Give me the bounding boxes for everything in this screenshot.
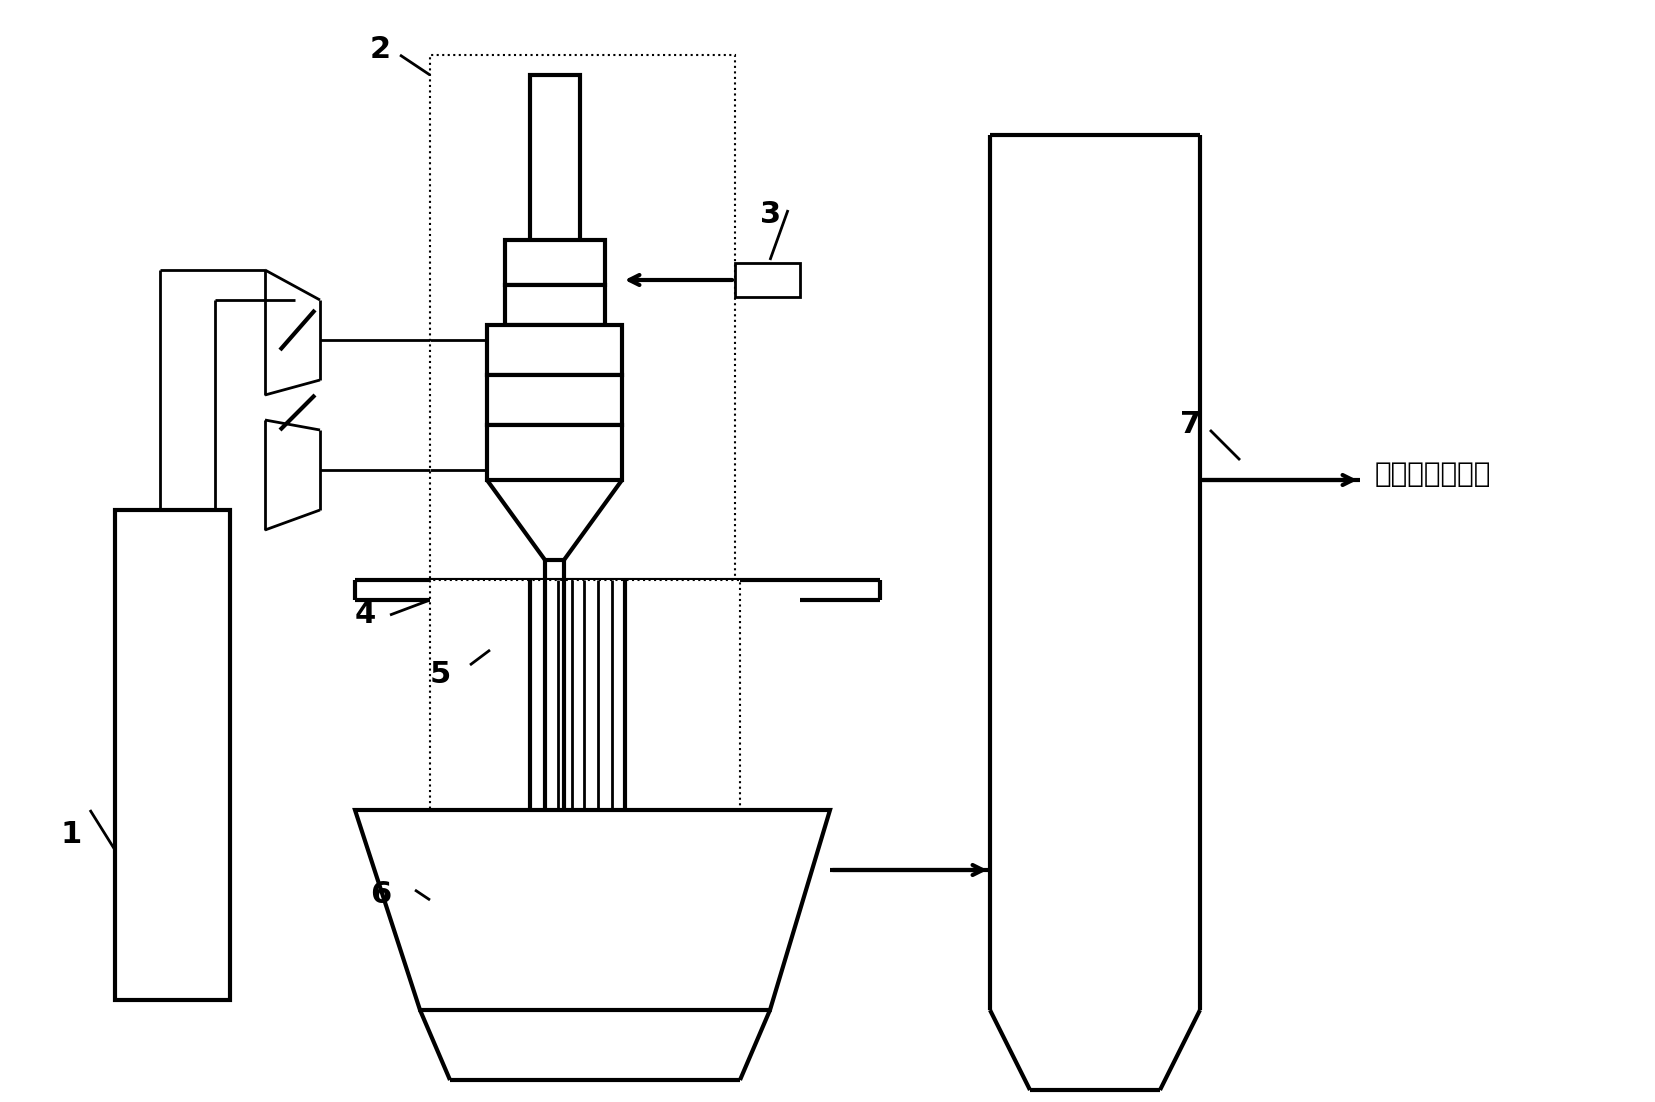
Polygon shape	[356, 810, 831, 1011]
Bar	[530, 75, 579, 245]
Bar	[487, 325, 622, 375]
Bar	[505, 240, 606, 285]
Bar	[505, 285, 606, 325]
Text: 4: 4	[356, 599, 376, 629]
Text: 1: 1	[60, 820, 81, 849]
Text: 2: 2	[371, 35, 391, 64]
Text: 3: 3	[760, 199, 781, 229]
Bar	[487, 425, 622, 480]
Text: 至气体分离系统: 至气体分离系统	[1375, 460, 1491, 488]
Text: 5: 5	[430, 660, 452, 689]
Bar	[430, 580, 740, 810]
Text: 7: 7	[1180, 410, 1202, 439]
Bar	[735, 263, 799, 298]
Bar	[114, 510, 230, 1000]
Bar	[487, 375, 622, 425]
Bar	[430, 55, 735, 580]
Text: 6: 6	[371, 880, 391, 909]
